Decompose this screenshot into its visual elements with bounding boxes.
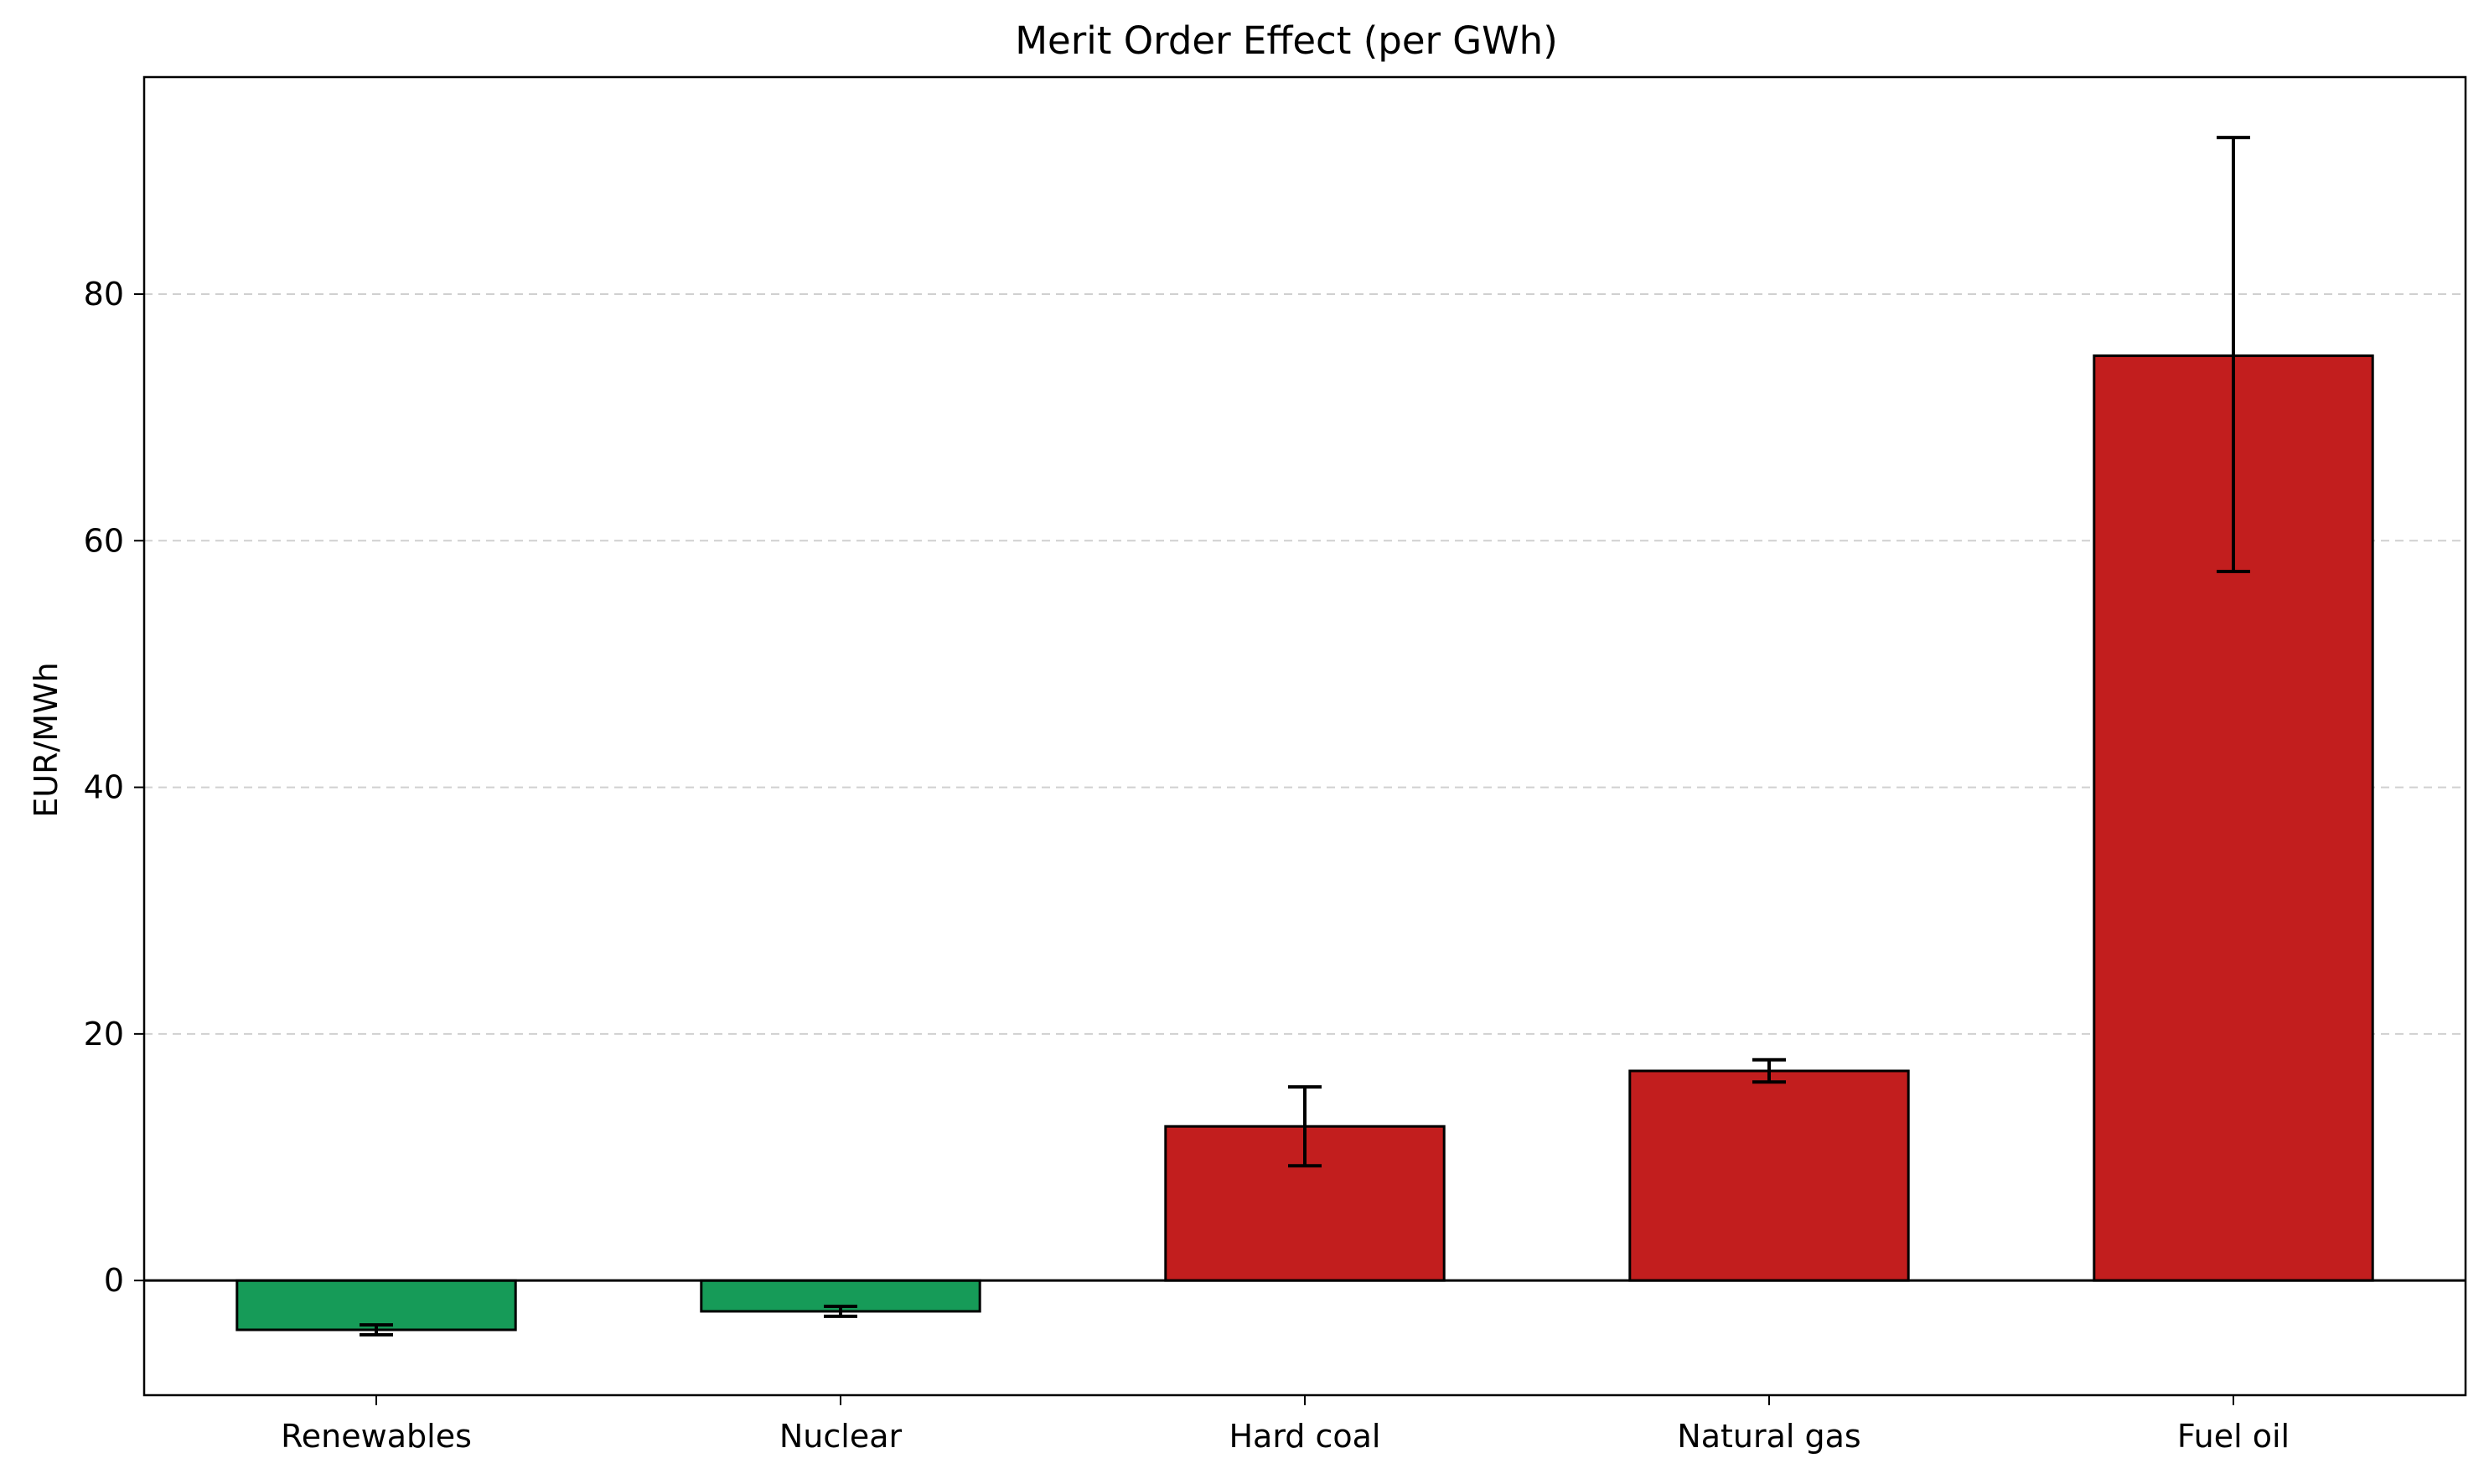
y-axis-label: EUR/MWh bbox=[28, 662, 65, 817]
y-tick-label: 0 bbox=[104, 1262, 124, 1299]
y-tick-label: 20 bbox=[84, 1016, 124, 1052]
y-tick-label: 40 bbox=[84, 769, 124, 806]
error-bars-layer bbox=[360, 136, 2250, 1337]
x-tick-label: Renewables bbox=[281, 1418, 472, 1455]
x-tick-label: Fuel oil bbox=[2177, 1418, 2290, 1455]
x-tick-label: Hard coal bbox=[1229, 1418, 1380, 1455]
bar bbox=[1628, 1069, 1910, 1282]
bar bbox=[235, 1279, 517, 1331]
ticks-layer: 0 20 40 60 80 Renewables Nuclear Hard coal Natur… bbox=[84, 276, 2290, 1455]
bars-layer bbox=[235, 354, 2374, 1331]
x-tick-label: Nuclear bbox=[779, 1418, 903, 1455]
y-tick-label: 60 bbox=[84, 522, 124, 559]
chart-title: Merit Order Effect (per GWh) bbox=[1015, 18, 1558, 63]
x-tick-label: Natural gas bbox=[1677, 1418, 1860, 1455]
y-tick-label: 80 bbox=[84, 276, 124, 313]
